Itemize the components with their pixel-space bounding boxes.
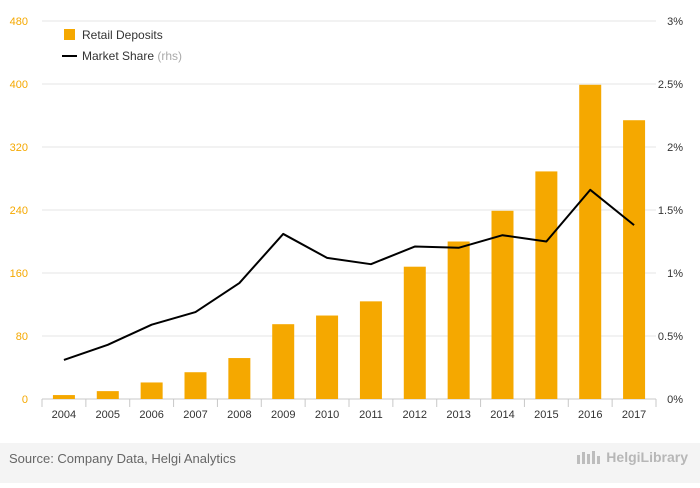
x-tick-label: 2013: [446, 409, 470, 421]
bar: [97, 391, 119, 399]
bar: [272, 324, 294, 399]
x-tick-label: 2007: [183, 409, 207, 421]
legend-label-market-share: Market Share (rhs): [82, 49, 182, 63]
y-left-tick-label: 400: [10, 79, 28, 91]
y-right-tick-label: 3%: [667, 16, 683, 28]
x-tick-label: 2005: [96, 409, 120, 421]
x-tick-label: 2015: [534, 409, 558, 421]
legend-swatch-retail-deposits: [64, 29, 75, 40]
x-tick-label: 2014: [490, 409, 514, 421]
bar: [185, 372, 207, 399]
legend-label-retail-deposits: Retail Deposits: [82, 28, 163, 42]
bar: [623, 120, 645, 399]
brand-logo: HelgiLibrary: [576, 449, 688, 465]
x-tick-label: 2009: [271, 409, 295, 421]
x-tick-label: 2016: [578, 409, 602, 421]
x-tick-label: 2012: [403, 409, 427, 421]
bar: [492, 211, 514, 399]
y-left-tick-label: 0: [22, 394, 28, 406]
y-left-tick-label: 480: [10, 16, 28, 28]
bar: [53, 395, 75, 399]
source-note: Source: Company Data, Helgi Analytics: [9, 451, 236, 466]
y-right-tick-label: 1.5%: [658, 205, 683, 217]
x-tick-label: 2006: [139, 409, 163, 421]
x-tick-label: 2011: [359, 409, 383, 421]
bar: [535, 171, 557, 399]
x-tick-label: 2010: [315, 409, 339, 421]
y-left-tick-label: 240: [10, 205, 28, 217]
brand-name: HelgiLibrary: [606, 449, 688, 465]
bar: [579, 85, 601, 399]
y-left-tick-label: 320: [10, 142, 28, 154]
bar: [448, 242, 470, 400]
bar: [404, 267, 426, 399]
x-tick-label: 2008: [227, 409, 251, 421]
y-right-tick-label: 1%: [667, 268, 683, 280]
y-right-tick-label: 0%: [667, 394, 683, 406]
y-right-tick-label: 2.5%: [658, 79, 683, 91]
y-left-tick-label: 160: [10, 268, 28, 280]
bar: [141, 382, 163, 399]
bar: [228, 358, 250, 399]
legend-rhs-suffix: (rhs): [157, 49, 182, 63]
bar: [316, 316, 338, 399]
x-tick-label: 2004: [52, 409, 76, 421]
x-tick-label: 2017: [622, 409, 646, 421]
y-right-tick-label: 2%: [667, 142, 683, 154]
library-icon: [576, 449, 602, 465]
y-right-tick-label: 0.5%: [658, 331, 683, 343]
y-left-tick-label: 80: [16, 331, 28, 343]
bar: [360, 301, 382, 399]
